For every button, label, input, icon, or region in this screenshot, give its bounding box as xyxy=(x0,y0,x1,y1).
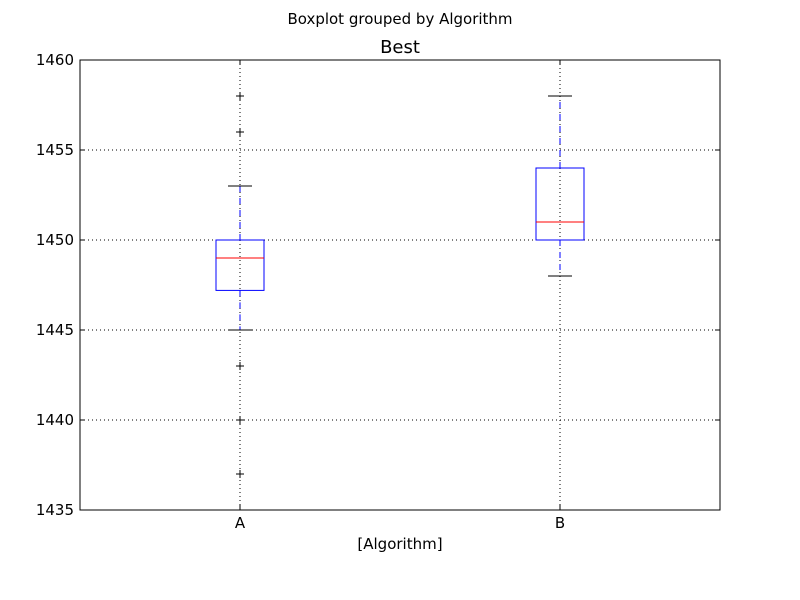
box-iqr xyxy=(215,239,265,291)
box-group xyxy=(535,95,585,277)
figure-suptitle: Boxplot grouped by Algorithm xyxy=(287,10,512,28)
x-tick-label: B xyxy=(555,514,565,532)
y-tick-label: 1445 xyxy=(36,321,74,339)
y-tick-label: 1460 xyxy=(36,51,74,69)
x-axis-label: [Algorithm] xyxy=(357,535,442,553)
tick-layer: 1435 1440 1445 1450 1455 1460 A B xyxy=(36,51,720,532)
outlier-marker xyxy=(236,416,244,424)
y-tick-label: 1455 xyxy=(36,141,74,159)
outlier-marker xyxy=(236,92,244,100)
grid-layer xyxy=(80,60,720,510)
outlier-marker xyxy=(236,128,244,136)
x-tick-label: A xyxy=(235,514,246,532)
outlier-marker xyxy=(236,362,244,370)
y-tick-label: 1440 xyxy=(36,411,74,429)
box-group xyxy=(215,92,265,478)
plot-frame xyxy=(79,59,721,511)
y-tick-label: 1435 xyxy=(36,501,74,519)
box-iqr xyxy=(535,167,585,241)
box-layer xyxy=(215,92,585,478)
y-tick-label: 1450 xyxy=(36,231,74,249)
outlier-marker xyxy=(236,470,244,478)
chart-title: Best xyxy=(380,37,420,58)
